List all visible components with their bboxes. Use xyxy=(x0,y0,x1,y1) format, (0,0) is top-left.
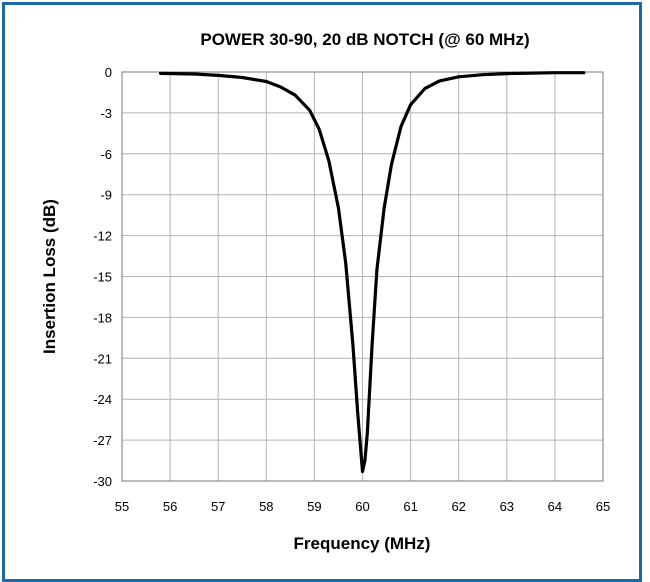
x-tick-label: 63 xyxy=(500,499,514,514)
y-tick-label: -18 xyxy=(93,310,112,325)
x-tick-label: 62 xyxy=(451,499,465,514)
x-tick-label: 59 xyxy=(307,499,321,514)
grid xyxy=(121,71,604,482)
y-tick-label: -24 xyxy=(93,392,112,407)
series xyxy=(158,71,586,474)
series-line xyxy=(158,71,586,474)
plot-area-border xyxy=(121,71,604,482)
y-tick-label: -15 xyxy=(93,270,112,285)
y-axis-label: Insertion Loss (dB) xyxy=(40,199,59,354)
x-axis-ticks: 55 56 57 58 59 60 61 62 63 64 65 xyxy=(115,499,610,514)
x-tick-label: 58 xyxy=(259,499,273,514)
y-tick-label: -3 xyxy=(100,106,112,121)
x-tick-label: 61 xyxy=(403,499,417,514)
chart-title: POWER 30-90, 20 dB NOTCH (@ 60 MHz) xyxy=(200,30,529,49)
y-tick-label: 0 xyxy=(105,65,112,80)
x-tick-label: 60 xyxy=(355,499,369,514)
y-tick-label: -6 xyxy=(100,147,112,162)
x-tick-label: 55 xyxy=(115,499,129,514)
y-tick-label: -12 xyxy=(93,229,112,244)
x-tick-label: 56 xyxy=(163,499,177,514)
x-axis-label: Frequency (MHz) xyxy=(294,534,431,553)
y-tick-label: -30 xyxy=(93,474,112,489)
insertion-loss-chart: POWER 30-90, 20 dB NOTCH (@ 60 MHz) 0 -3 -… xyxy=(40,30,610,553)
y-tick-label: -9 xyxy=(100,188,112,203)
y-axis-ticks: 0 -3 -6 -9 -12 -15 -18 -21 -24 -27 -30 xyxy=(93,65,112,489)
x-tick-label: 65 xyxy=(596,499,610,514)
x-tick-label: 64 xyxy=(548,499,562,514)
x-tick-label: 57 xyxy=(211,499,225,514)
y-tick-label: -21 xyxy=(93,351,112,366)
y-tick-label: -27 xyxy=(93,433,112,448)
